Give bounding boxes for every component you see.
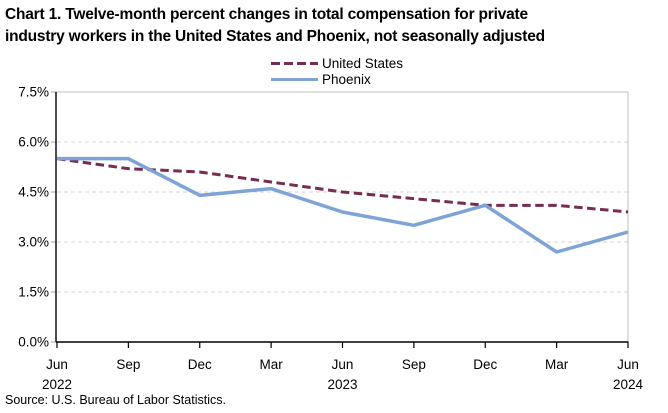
x-axis-label-month: Mar	[545, 357, 569, 372]
x-axis-label-month: Mar	[260, 357, 284, 372]
chart-title-line2: industry workers in the United States an…	[5, 28, 545, 45]
source-note: Source: U.S. Bureau of Labor Statistics.	[5, 393, 226, 407]
legend-label-phoenix: Phoenix	[322, 72, 371, 87]
x-axis-label-year: 2022	[42, 377, 72, 392]
legend-label-united-states: United States	[322, 56, 404, 71]
chart-title: Chart 1. Twelve-month percent changes in…	[5, 4, 665, 48]
x-axis-label-year: 2024	[613, 377, 644, 392]
y-axis-label: 4.5%	[18, 185, 49, 200]
chart-title-line1: Chart 1. Twelve-month percent changes in…	[5, 6, 528, 23]
phoenix-line	[57, 156, 629, 254]
y-axis-label: 6.0%	[18, 135, 49, 150]
x-axis-label-month: Dec	[473, 357, 497, 372]
x-axis-label-year: 2023	[327, 377, 357, 392]
x-axis-label-month: Jun	[332, 357, 354, 372]
legend-swatch-united-states-dashed-line	[271, 61, 318, 66]
y-axis-label: 0.0%	[18, 335, 49, 350]
y-axis-label: 3.0%	[18, 235, 49, 250]
x-axis-label-month: Jun	[46, 357, 68, 372]
x-axis-label-month: Sep	[116, 357, 140, 372]
legend-item-united-states: United States	[271, 56, 403, 71]
legend-item-phoenix: Phoenix	[271, 72, 403, 87]
x-axis-label-month: Sep	[402, 357, 426, 372]
y-axis-label: 1.5%	[18, 285, 49, 300]
x-axis-label-month: Dec	[188, 357, 212, 372]
x-axis-label-month: Jun	[617, 357, 639, 372]
legend: United States Phoenix	[271, 56, 403, 88]
y-axis-label: 7.5%	[18, 85, 49, 100]
legend-swatch-phoenix-solid-line	[271, 77, 318, 82]
